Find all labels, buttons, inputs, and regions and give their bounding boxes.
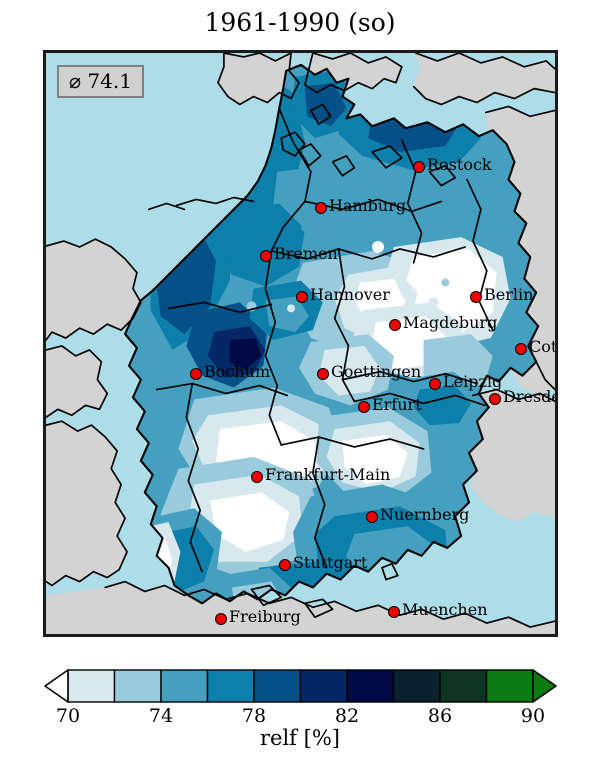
city-dot	[389, 319, 401, 331]
map-contour-canvas	[46, 53, 555, 634]
city-dot	[315, 202, 327, 214]
city-dot	[515, 343, 527, 355]
city-dot	[413, 161, 425, 173]
colorbar-cell	[253, 669, 302, 703]
colorbar-cell	[485, 669, 534, 703]
colorbar-tick-label: 86	[427, 705, 453, 727]
border-lines-layer	[46, 53, 555, 628]
colorbar-axis-label: relf [%]	[260, 726, 340, 750]
colorbar-cell	[160, 669, 209, 703]
page-title: 1961-1990 (so)	[204, 8, 396, 37]
city-dot	[317, 368, 329, 380]
colorbar-cell	[113, 669, 162, 703]
city-dot	[251, 471, 263, 483]
city-label: Bremen	[274, 244, 338, 263]
city-label: Magdeburg	[403, 313, 498, 332]
city-dot	[470, 291, 482, 303]
city-dot	[215, 613, 227, 625]
city-dot	[366, 511, 378, 523]
colorbar-extend-max-arrow	[532, 669, 557, 703]
colorbar-tick-label: 90	[520, 705, 546, 727]
city-label: Nuernberg	[380, 505, 470, 524]
city-label: Hannover	[310, 285, 390, 304]
colorbar-extend-min-arrow	[44, 669, 69, 703]
city-dot	[358, 401, 370, 413]
colorbar-swatches[interactable]	[43, 667, 558, 705]
colorbar[interactable]: 70 74 78 82 86 90	[43, 667, 558, 727]
city-label: Cottbus	[529, 337, 558, 356]
city-label: Goettingen	[331, 362, 422, 381]
colorbar-cell	[299, 669, 348, 703]
colorbar-tick-label: 82	[334, 705, 360, 727]
city-label: Leipzig	[443, 372, 503, 391]
city-dot	[260, 250, 272, 262]
colorbar-cell	[346, 669, 395, 703]
city-label: Bochum	[204, 362, 271, 381]
colorbar-cell	[439, 669, 488, 703]
city-label: Hamburg	[329, 196, 407, 215]
colorbar-tick-labels: 70 74 78 82 86 90	[43, 705, 558, 731]
colorbar-tick-label: 78	[241, 705, 267, 727]
city-label: Rostock	[427, 155, 492, 174]
city-label: Erfurt	[372, 395, 422, 414]
city-label: Berlin	[484, 285, 534, 304]
colorbar-cell	[392, 669, 441, 703]
city-label: Dresden	[503, 387, 555, 406]
map-axes[interactable]: ⌀ 74.1 Rostock Hamburg Bremen Hannover B…	[43, 50, 558, 637]
colorbar-tick-label: 70	[55, 705, 81, 727]
city-label: Frankfurt-Main	[265, 465, 391, 484]
city-dot	[190, 368, 202, 380]
city-dot	[296, 291, 308, 303]
city-dot	[429, 378, 441, 390]
city-dot	[489, 393, 501, 405]
city-label: Stuttgart	[293, 553, 368, 572]
colorbar-tick-label: 74	[148, 705, 174, 727]
colorbar-cell	[67, 669, 116, 703]
city-dot	[388, 606, 400, 618]
city-label: Muenchen	[402, 600, 488, 619]
city-label: Freiburg	[229, 607, 301, 626]
colorbar-cell	[206, 669, 255, 703]
mean-value-box: ⌀ 74.1	[57, 65, 144, 98]
city-dot	[279, 559, 291, 571]
